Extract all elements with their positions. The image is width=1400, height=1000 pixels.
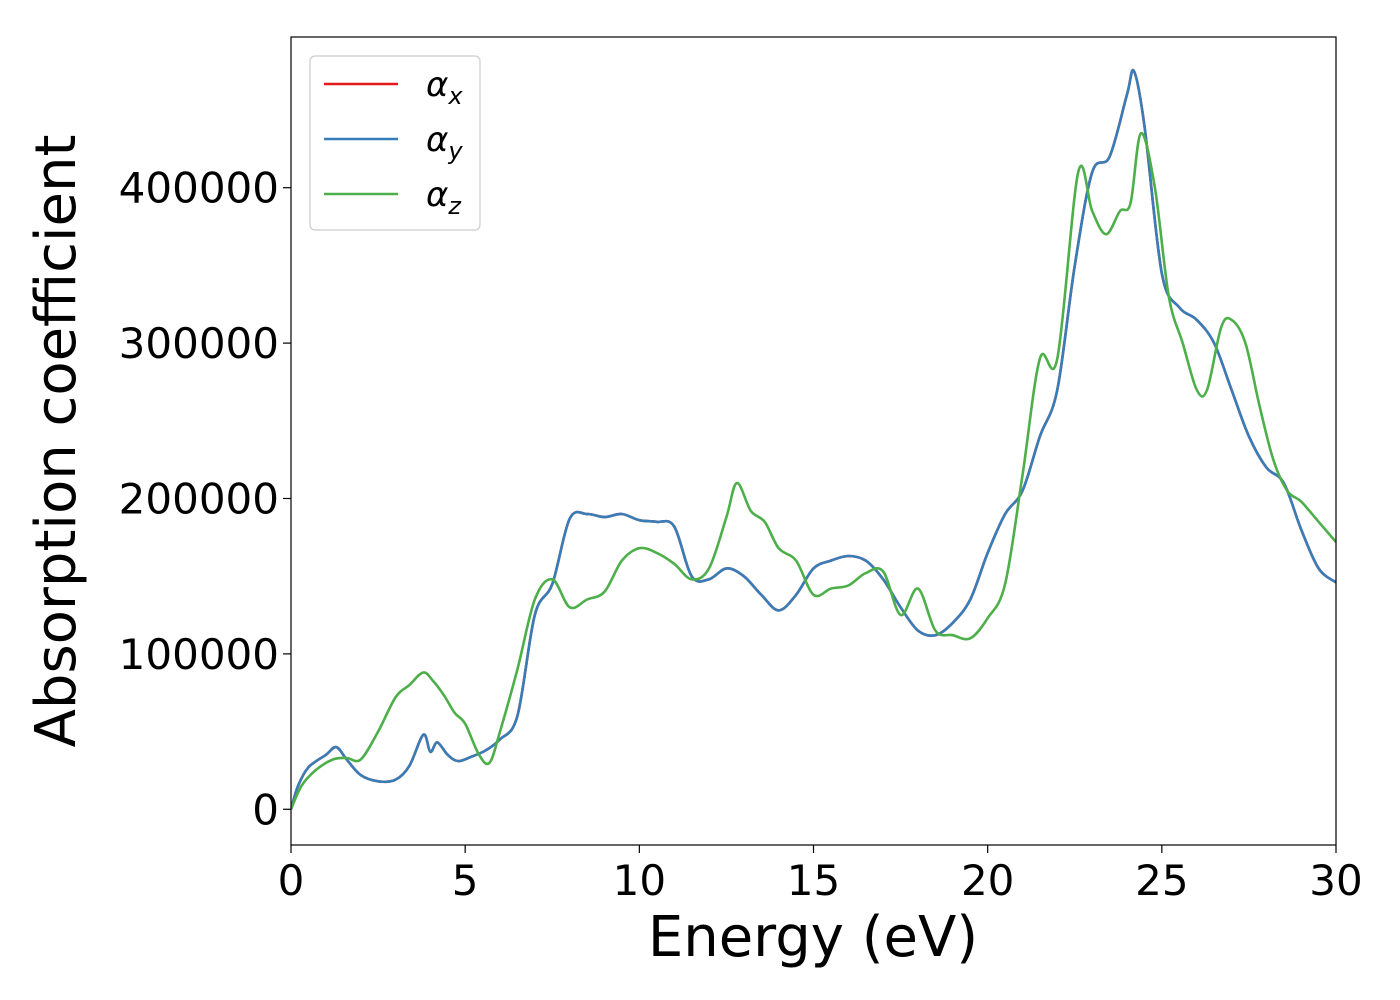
y-axis-title: Absorption coefficient xyxy=(24,135,89,748)
legend-symbol: α xyxy=(426,65,448,105)
legend-symbol: α xyxy=(426,175,448,215)
x-axis: 0 5 10 15 20 25 30 xyxy=(278,845,1363,905)
x-tick-label: 25 xyxy=(1135,856,1188,905)
legend-subscript: x xyxy=(447,82,463,110)
y-tick-label: 200000 xyxy=(119,474,279,523)
y-tick-label: 400000 xyxy=(119,164,279,213)
legend-subscript: y xyxy=(447,137,463,165)
x-tick-label: 30 xyxy=(1309,856,1362,905)
legend-label-y: αy xyxy=(426,120,463,165)
y-tick-label: 100000 xyxy=(119,630,279,679)
x-tick-label: 0 xyxy=(278,856,305,905)
x-tick-label: 20 xyxy=(961,856,1014,905)
y-tick-label: 300000 xyxy=(119,319,279,368)
legend-label-x: αx xyxy=(426,65,463,110)
x-tick-label: 15 xyxy=(787,856,840,905)
series-layer xyxy=(291,68,1336,810)
y-axis: 0 100000 200000 300000 400000 xyxy=(119,164,291,834)
y-tick-label: 0 xyxy=(252,785,279,834)
legend-label-z: αz xyxy=(426,175,462,220)
legend-box xyxy=(309,55,481,231)
series-line-y xyxy=(291,68,1336,810)
legend-subscript: z xyxy=(447,192,462,220)
series-line-z xyxy=(291,131,1336,810)
legend-symbol: α xyxy=(426,120,448,160)
x-axis-title: Energy (eV) xyxy=(648,905,978,970)
x-tick-label: 5 xyxy=(452,856,479,905)
x-tick-label: 10 xyxy=(613,856,666,905)
